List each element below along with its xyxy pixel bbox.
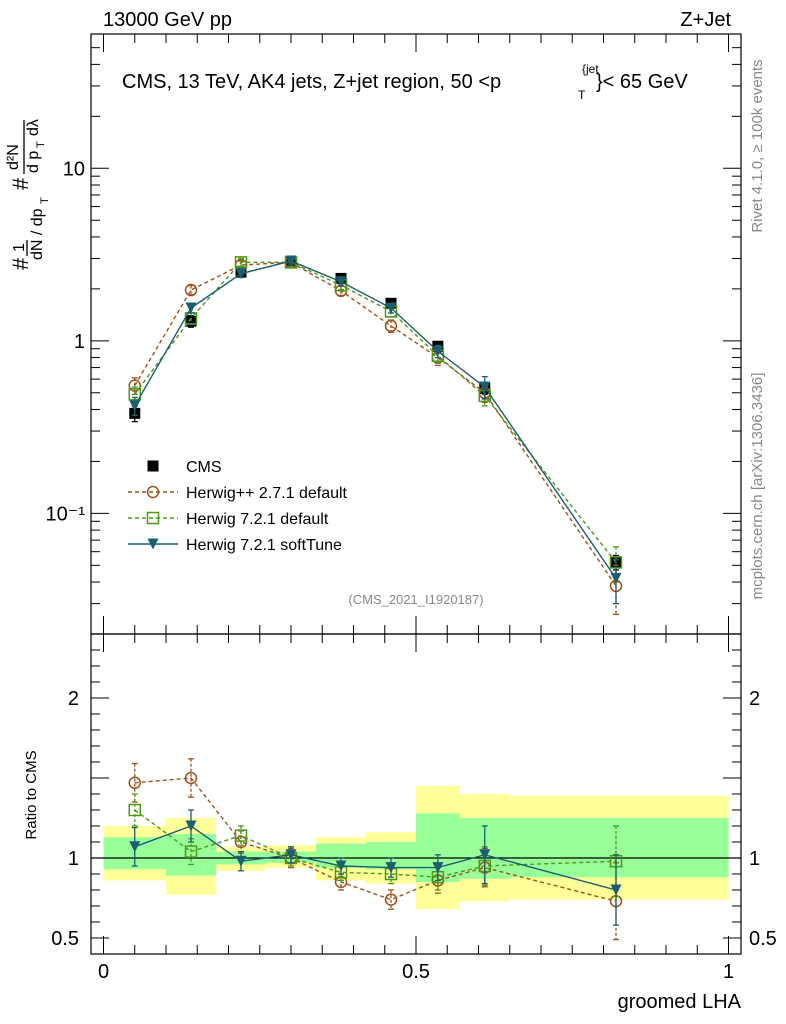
legend: CMS Herwig++ 2.7.1 default Herwig 7.2.1 de… [128,459,348,554]
data-point [479,381,491,393]
svg-text:{jet: {jet [582,62,599,76]
data-point [234,829,248,842]
y-tick-label: 10⁻¹ [46,503,86,525]
series-herwig-7-2-1-softtune [129,255,622,605]
main-axis-ticks: 10 1 10⁻¹ [46,33,741,635]
y-tick-label: 2 [749,688,760,710]
data-point [385,862,397,874]
svg-text:dλ: dλ [25,119,42,136]
svg-text:CMS, 13 TeV, AK4 jets, Z+jet r: CMS, 13 TeV, AK4 jets, Z+jet region, 50 … [122,71,501,93]
x-tick-label: 0.5 [402,961,430,983]
data-point [128,379,141,392]
svg-text:1: 1 [11,243,28,252]
legend-label: Herwig 7.2.1 softTune [186,537,342,554]
series-line [134,809,617,878]
header-left: 13000 GeV pp [103,9,232,31]
ratio-bands [91,786,741,910]
data-point [234,256,248,269]
data-point [235,855,247,867]
series-herwig-7-2-1-softtune [129,809,622,926]
data-point [235,268,247,280]
svg-text:dN / dp: dN / dp [29,208,46,260]
svg-text:T: T [39,197,51,204]
y-tick-label: 0.5 [749,928,777,950]
data-point [432,345,444,357]
ratio-axis-ticks: 2 2 1 1 0.5 0.5 0 0.5 1 [51,633,777,983]
svg-text:#: # [8,257,33,270]
legend-label: Herwig 7.2.1 default [186,511,329,528]
y-tick-label: 1 [74,331,85,353]
main-ylabel: # 1 dN / dp T # d²N d p T dλ [5,119,51,270]
data-point [184,771,198,785]
rivet-label: Rivet 4.1.0, ≥ 100k events [749,59,766,232]
analysis-id: (CMS_2021_I1920187) [348,592,483,607]
data-point [129,841,141,853]
data-point [184,845,198,858]
series-line [134,260,617,579]
data-point [185,302,197,314]
data-point [285,255,297,267]
data-point [385,302,397,314]
y-tick-label: 1 [749,848,760,870]
x-axis-label: groomed LHA [618,991,742,1013]
legend-marker [147,460,159,472]
svg-text:d²N: d²N [5,144,22,170]
svg-text:T: T [35,141,47,148]
legend-label: Herwig++ 2.7.1 default [186,485,348,502]
data-point [479,849,491,861]
legend-marker [147,538,159,550]
ratio-series [128,758,623,941]
legend-marker [146,485,160,499]
ratio-ylabel: Ratio to CMS [23,750,40,839]
y-tick-label: 1 [68,848,79,870]
data-point [128,803,141,817]
data-point [335,860,347,872]
x-tick-label: 1 [723,961,734,983]
svg-text:#: # [8,177,33,190]
series-herwig-2-7-1-default [128,256,623,615]
y-tick-label: 0.5 [51,928,79,950]
data-point [128,776,141,790]
main-series [128,255,623,615]
data-point [384,319,398,333]
series-herwig-7-2-1-default [128,256,623,583]
data-point [384,893,398,906]
data-point [285,849,297,861]
y-tick-label: 10 [63,158,85,180]
data-point [610,572,622,584]
data-point [432,862,444,874]
data-point [185,315,197,327]
svg-text:d p: d p [25,151,42,173]
x-tick-label: 0 [98,961,109,983]
data-point [184,283,198,297]
main-title: CMS, 13 TeV, AK4 jets, Z+jet region, 50 … [122,62,688,102]
band-green [509,818,729,878]
header-right: Z+Jet [680,9,731,31]
legend-label: CMS [186,459,222,476]
y-tick-label: 2 [68,688,79,710]
data-point [185,820,197,832]
legend-marker [146,511,160,525]
data-point [129,400,141,412]
data-point [335,276,347,288]
data-point [610,884,622,896]
svg-text:T: T [578,88,586,102]
svg-text:}< 65 GeV: }< 65 GeV [596,71,688,93]
mcplots-label: mcplots.cern.ch [arXiv:1306.3436] [749,373,766,600]
